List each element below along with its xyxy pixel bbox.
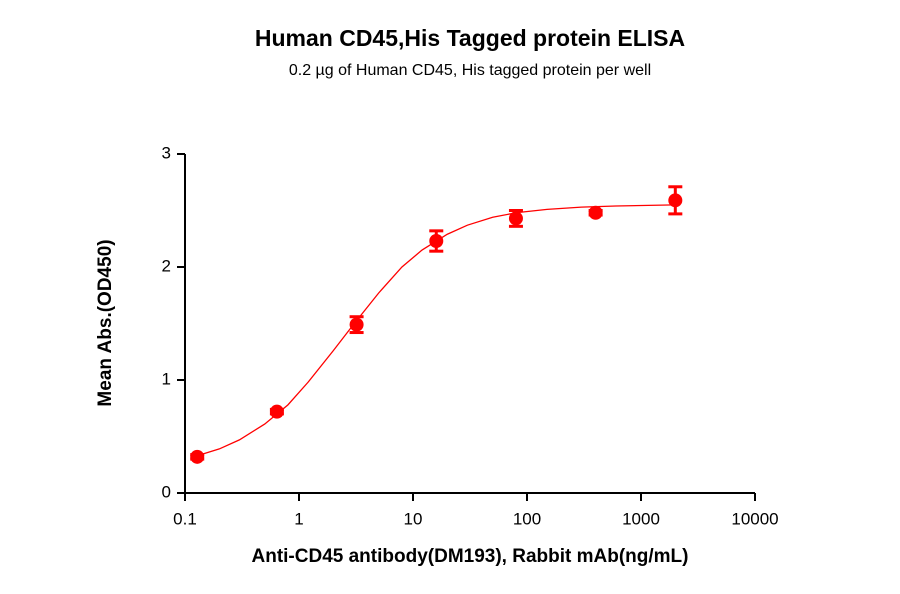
x-tick-label: 1: [294, 509, 303, 528]
data-point: [588, 205, 603, 220]
y-axis-label: Mean Abs.(OD450): [95, 239, 116, 406]
data-point: [349, 317, 364, 332]
y-tick-label: 3: [162, 143, 171, 162]
x-tick-label: 10: [404, 509, 423, 528]
x-axis-label: Anti-CD45 antibody(DM193), Rabbit mAb(ng…: [252, 546, 689, 567]
data-point: [508, 211, 523, 226]
x-tick-label: 100: [513, 509, 541, 528]
data-point: [269, 404, 284, 419]
data-point: [190, 449, 205, 464]
x-tick-label: 0.1: [173, 509, 197, 528]
chart-subtitle: 0.2 µg of Human CD45, His tagged protein…: [289, 62, 651, 79]
y-tick-label: 1: [162, 369, 171, 388]
y-tick-label: 2: [162, 256, 171, 275]
data-point: [668, 193, 683, 208]
fit-curve: [197, 204, 676, 457]
data-point: [429, 234, 444, 249]
y-tick-label: 0: [162, 482, 171, 501]
x-tick-label: 10000: [731, 509, 778, 528]
x-tick-label: 1000: [622, 509, 660, 528]
chart-title: Human CD45,His Tagged protein ELISA: [255, 25, 685, 51]
